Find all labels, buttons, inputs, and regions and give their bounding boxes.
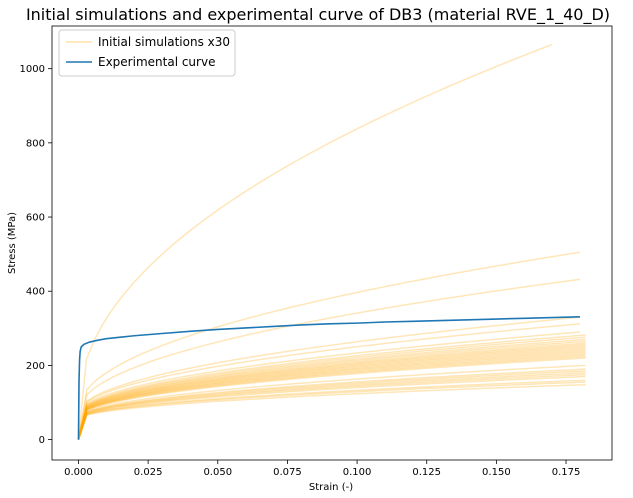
- y-tick-label: 400: [26, 287, 45, 298]
- x-tick-label: 0.050: [203, 467, 232, 478]
- y-axis-label: Stress (MPa): [7, 212, 18, 274]
- simulation-curve: [77, 354, 586, 440]
- x-tick-label: 0.125: [412, 467, 441, 478]
- simulation-curve: [77, 364, 586, 440]
- simulation-curve: [77, 323, 581, 440]
- x-tick-label: 0.175: [552, 467, 581, 478]
- simulation-curve: [77, 342, 586, 440]
- simulation-curve: [77, 343, 586, 440]
- y-tick-label: 600: [26, 213, 45, 224]
- simulation-curve: [77, 357, 586, 440]
- simulation-curve: [77, 331, 581, 440]
- simulation-curve: [77, 334, 586, 440]
- axes-frame: [51, 25, 613, 461]
- legend-simulations-label: Initial simulations x30: [98, 35, 230, 49]
- simulation-curve: [77, 316, 581, 440]
- x-tick-label: 0.075: [273, 467, 302, 478]
- x-tick-label: 0.100: [343, 467, 372, 478]
- simulation-curve: [77, 251, 581, 440]
- simulation-curve: [77, 372, 586, 440]
- simulation-curve: [77, 373, 586, 440]
- simulation-curve: [77, 348, 586, 440]
- y-tick-label: 1000: [20, 64, 45, 75]
- plot-area: [77, 43, 586, 440]
- y-tick-label: 0: [39, 435, 45, 446]
- chart-title: Initial simulations and experimental cur…: [26, 5, 610, 25]
- simulation-curve: [77, 379, 586, 440]
- simulation-curve: [77, 338, 586, 440]
- simulation-curve: [77, 383, 586, 440]
- simulation-curve: [77, 346, 586, 440]
- simulation-curve: [77, 370, 586, 440]
- simulation-curve: [77, 43, 553, 440]
- x-axis-label: Strain (-): [309, 482, 353, 493]
- simulation-curve: [77, 381, 586, 440]
- simulation-curve: [77, 345, 586, 440]
- simulation-curve: [77, 368, 586, 440]
- x-tick-label: 0.150: [482, 467, 511, 478]
- experimental-curve: [77, 316, 580, 440]
- y-tick-label: 200: [26, 361, 45, 372]
- simulation-curve: [77, 336, 586, 440]
- x-tick-label: 0.000: [64, 467, 93, 478]
- axes: 0.000 0.025 0.050 0.075 0.100 0.125 0.150 0.175…: [20, 25, 613, 478]
- legend-frame: [58, 29, 236, 77]
- simulation-curve: [77, 351, 586, 440]
- x-tick-label: 0.025: [134, 467, 163, 478]
- simulation-curve: [77, 375, 586, 440]
- legend: Initial simulations x30 Experimental cur…: [58, 29, 236, 77]
- simulation-curve: [77, 352, 586, 440]
- y-tick-label: 800: [26, 138, 45, 149]
- simulation-curve: [77, 355, 586, 440]
- simulation-curve: [77, 349, 586, 440]
- legend-experimental-label: Experimental curve: [98, 55, 215, 69]
- simulation-curve: [77, 340, 586, 440]
- simulation-curve: [77, 278, 581, 440]
